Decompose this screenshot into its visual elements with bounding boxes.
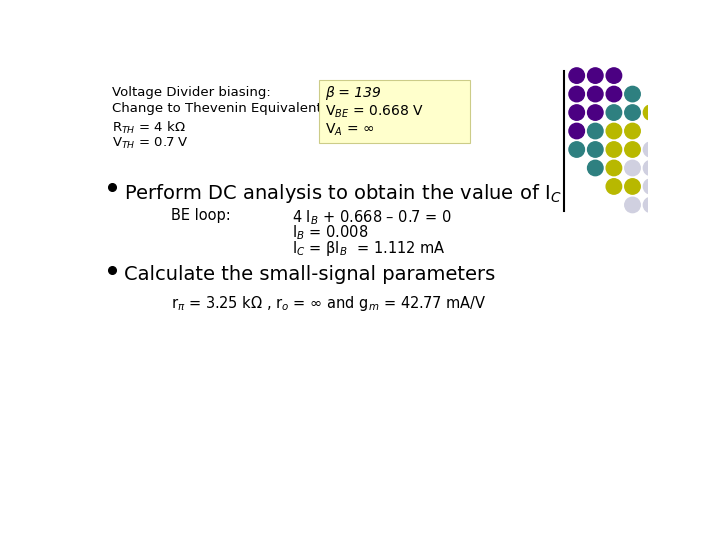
Circle shape xyxy=(588,123,603,139)
Circle shape xyxy=(644,160,659,176)
Circle shape xyxy=(625,197,640,213)
Circle shape xyxy=(606,160,621,176)
Circle shape xyxy=(569,86,585,102)
Circle shape xyxy=(606,105,621,120)
Circle shape xyxy=(588,160,603,176)
Circle shape xyxy=(625,160,640,176)
Text: 4 I$_B$ + 0.668 – 0.7 = 0: 4 I$_B$ + 0.668 – 0.7 = 0 xyxy=(292,208,451,227)
Circle shape xyxy=(644,142,659,157)
Text: V$_{TH}$ = 0.7 V: V$_{TH}$ = 0.7 V xyxy=(112,136,189,151)
Text: BE loop:: BE loop: xyxy=(171,208,231,223)
Circle shape xyxy=(644,105,659,120)
Circle shape xyxy=(606,142,621,157)
Text: Calculate the small-signal parameters: Calculate the small-signal parameters xyxy=(124,265,495,284)
Text: Voltage Divider biasing:: Voltage Divider biasing: xyxy=(112,86,271,99)
Text: V$_{A}$ = ∞: V$_{A}$ = ∞ xyxy=(325,122,374,138)
Circle shape xyxy=(625,179,640,194)
Circle shape xyxy=(625,105,640,120)
Circle shape xyxy=(606,179,621,194)
Text: Change to Thevenin Equivalent: Change to Thevenin Equivalent xyxy=(112,102,321,115)
Circle shape xyxy=(644,197,659,213)
Text: Perform DC analysis to obtain the value of I$_C$: Perform DC analysis to obtain the value … xyxy=(124,182,562,205)
Circle shape xyxy=(588,142,603,157)
Circle shape xyxy=(625,86,640,102)
Text: V$_{BE}$ = 0.668 V: V$_{BE}$ = 0.668 V xyxy=(325,103,423,120)
Text: R$_{TH}$ = 4 kΩ: R$_{TH}$ = 4 kΩ xyxy=(112,120,186,136)
Circle shape xyxy=(625,142,640,157)
Circle shape xyxy=(606,68,621,83)
Circle shape xyxy=(606,123,621,139)
Circle shape xyxy=(588,68,603,83)
Text: r$_\pi$ = 3.25 kΩ , r$_o$ = ∞ and g$_m$ = 42.77 mA/V: r$_\pi$ = 3.25 kΩ , r$_o$ = ∞ and g$_m$ … xyxy=(171,294,487,313)
Circle shape xyxy=(569,68,585,83)
Circle shape xyxy=(569,105,585,120)
Circle shape xyxy=(606,86,621,102)
Circle shape xyxy=(569,123,585,139)
Circle shape xyxy=(644,179,659,194)
Circle shape xyxy=(588,105,603,120)
Circle shape xyxy=(588,86,603,102)
Text: I$_C$ = βI$_B$  = 1.112 mA: I$_C$ = βI$_B$ = 1.112 mA xyxy=(292,239,445,258)
Circle shape xyxy=(625,123,640,139)
Text: β = 139: β = 139 xyxy=(325,86,381,100)
Text: I$_B$ = 0.008: I$_B$ = 0.008 xyxy=(292,224,368,242)
Circle shape xyxy=(569,142,585,157)
FancyBboxPatch shape xyxy=(319,80,469,143)
